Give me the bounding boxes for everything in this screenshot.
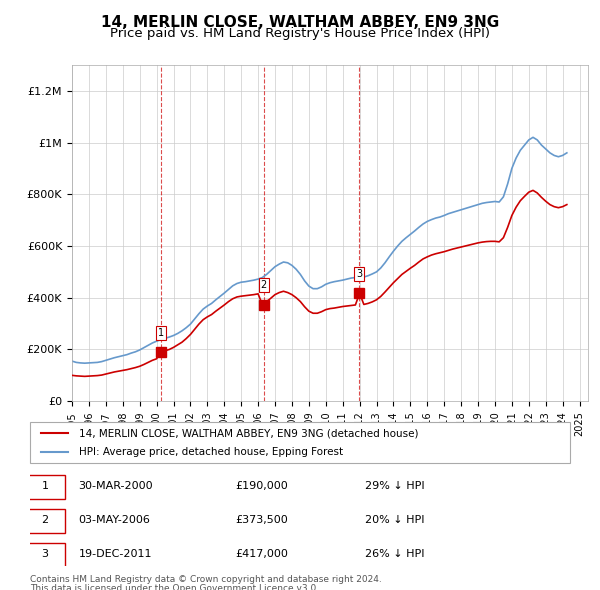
Text: £373,500: £373,500	[235, 515, 288, 525]
Text: 3: 3	[356, 269, 362, 279]
Text: 30-MAR-2000: 30-MAR-2000	[79, 481, 153, 491]
FancyBboxPatch shape	[25, 509, 65, 533]
Text: 14, MERLIN CLOSE, WALTHAM ABBEY, EN9 3NG (detached house): 14, MERLIN CLOSE, WALTHAM ABBEY, EN9 3NG…	[79, 428, 418, 438]
Text: 20% ↓ HPI: 20% ↓ HPI	[365, 515, 424, 525]
Text: 3: 3	[41, 549, 49, 559]
Text: 1: 1	[158, 328, 164, 338]
FancyBboxPatch shape	[25, 543, 65, 568]
Text: 2: 2	[260, 280, 267, 290]
Text: 03-MAY-2006: 03-MAY-2006	[79, 515, 151, 525]
Text: 2: 2	[41, 515, 49, 525]
Text: This data is licensed under the Open Government Licence v3.0.: This data is licensed under the Open Gov…	[30, 584, 319, 590]
Text: 19-DEC-2011: 19-DEC-2011	[79, 549, 152, 559]
FancyBboxPatch shape	[25, 474, 65, 499]
Text: HPI: Average price, detached house, Epping Forest: HPI: Average price, detached house, Eppi…	[79, 447, 343, 457]
Text: 26% ↓ HPI: 26% ↓ HPI	[365, 549, 424, 559]
Text: 29% ↓ HPI: 29% ↓ HPI	[365, 481, 424, 491]
Text: Contains HM Land Registry data © Crown copyright and database right 2024.: Contains HM Land Registry data © Crown c…	[30, 575, 382, 584]
Text: £417,000: £417,000	[235, 549, 288, 559]
Text: £190,000: £190,000	[235, 481, 288, 491]
Text: Price paid vs. HM Land Registry's House Price Index (HPI): Price paid vs. HM Land Registry's House …	[110, 27, 490, 40]
Text: 14, MERLIN CLOSE, WALTHAM ABBEY, EN9 3NG: 14, MERLIN CLOSE, WALTHAM ABBEY, EN9 3NG	[101, 15, 499, 30]
Text: 1: 1	[41, 481, 49, 491]
FancyBboxPatch shape	[30, 422, 570, 463]
